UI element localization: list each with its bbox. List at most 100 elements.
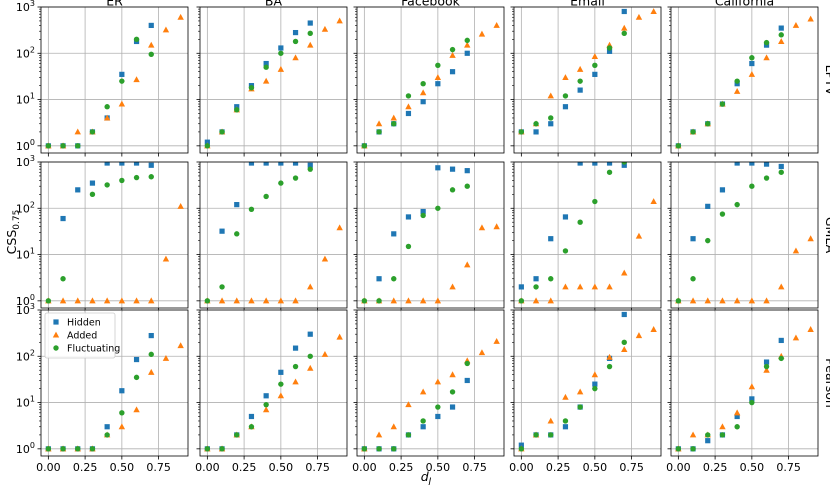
added-point xyxy=(148,368,155,375)
fluctuating-point xyxy=(690,276,696,282)
hidden-point xyxy=(248,413,255,420)
hidden-point xyxy=(518,442,524,448)
added-point xyxy=(719,297,726,304)
fluctuating-point xyxy=(592,385,598,392)
fluctuating-point xyxy=(89,191,96,198)
panel-frame xyxy=(40,309,189,457)
fluctuating-point xyxy=(675,298,682,304)
hidden-point xyxy=(621,311,627,318)
fluctuating-point xyxy=(248,206,255,213)
added-point xyxy=(449,283,456,290)
fluctuating-point xyxy=(518,298,525,304)
x-tick-label: 0.00 xyxy=(352,461,377,474)
fluctuating-point xyxy=(376,446,382,452)
fluctuating-point xyxy=(376,129,382,135)
panel-lptv-email xyxy=(510,6,662,157)
hidden-point xyxy=(307,162,313,168)
hidden-point xyxy=(749,162,755,166)
hidden-point xyxy=(148,332,154,339)
fluctuating-point xyxy=(749,399,755,406)
data-points xyxy=(361,165,500,304)
hidden-point xyxy=(292,29,299,36)
hidden-point xyxy=(577,162,583,166)
fluctuating-point xyxy=(219,284,225,290)
fluctuating-point xyxy=(204,446,211,452)
x-tick-label: 0.75 xyxy=(305,461,330,474)
fluctuating-point xyxy=(621,162,627,165)
added-point xyxy=(778,283,785,290)
axis-ticks xyxy=(667,6,789,157)
fluctuating-point xyxy=(248,424,255,430)
x-tick-label: 0.00 xyxy=(36,461,61,474)
added-point xyxy=(621,269,628,276)
panel-frame xyxy=(513,6,662,154)
panel-frame xyxy=(513,309,662,457)
y-tick-label: 100 xyxy=(16,138,35,153)
data-points xyxy=(45,332,184,452)
added-point xyxy=(177,342,184,349)
fluctuating-point xyxy=(435,205,441,211)
fluctuating-point xyxy=(119,78,125,84)
hidden-point xyxy=(464,168,470,174)
column-title-facebook: Facebook xyxy=(401,0,460,9)
added-point xyxy=(733,88,741,94)
hidden-point xyxy=(405,110,412,117)
fluctuating-point xyxy=(391,121,397,127)
fluctuating-point xyxy=(89,446,96,452)
fluctuating-point xyxy=(307,353,313,359)
added-point xyxy=(576,388,584,395)
data-points xyxy=(675,15,814,149)
added-point xyxy=(277,392,285,399)
legend-box xyxy=(44,312,116,359)
added-point xyxy=(307,41,314,48)
hidden-point xyxy=(292,345,299,351)
y-tick-label: 100 xyxy=(16,441,35,456)
fluctuating-point xyxy=(89,129,96,135)
added-point xyxy=(635,13,643,20)
x-tick-label: 0.50 xyxy=(426,461,451,474)
hidden-point xyxy=(749,396,755,402)
data-points xyxy=(204,162,343,304)
fluctuating-point xyxy=(420,212,426,219)
hidden-point xyxy=(749,60,755,67)
added-point xyxy=(74,297,81,304)
fluctuating-point xyxy=(719,211,726,217)
gridlines xyxy=(514,309,661,456)
axis-ticks xyxy=(196,6,319,157)
added-point xyxy=(277,297,285,304)
data-points xyxy=(518,8,657,135)
fluctuating-point xyxy=(278,381,284,387)
hidden-point xyxy=(405,214,412,220)
fluctuating-point xyxy=(705,237,711,244)
added-point xyxy=(562,74,569,80)
panel-frame xyxy=(40,161,189,309)
added-point xyxy=(405,401,412,408)
fluctuating-point xyxy=(45,446,52,452)
panel-frame xyxy=(40,6,189,154)
fluctuating-point xyxy=(292,175,299,181)
fluctuating-point xyxy=(60,276,66,282)
fluctuating-point xyxy=(533,121,539,127)
panel-lptv-california xyxy=(667,6,819,157)
fluctuating-point xyxy=(606,363,613,370)
added-point xyxy=(689,431,697,438)
fluctuating-point xyxy=(464,360,470,367)
hidden-point xyxy=(518,284,524,290)
added-point xyxy=(292,378,299,385)
y-tick-label: 101 xyxy=(16,395,35,410)
fluctuating-point xyxy=(577,219,583,225)
added-point xyxy=(478,30,486,37)
fluctuating-point xyxy=(734,78,740,84)
added-point xyxy=(162,26,170,33)
x-tick-label: 0.75 xyxy=(146,461,171,474)
panel-frame xyxy=(199,161,348,309)
added-point xyxy=(419,89,427,96)
column-titles: ER BA Facebook Email California xyxy=(106,0,774,9)
hidden-point xyxy=(734,413,740,420)
added-point xyxy=(650,326,657,332)
added-point xyxy=(321,350,329,357)
added-point xyxy=(248,297,255,304)
fluctuating-point xyxy=(705,121,711,127)
added-point xyxy=(748,383,756,390)
